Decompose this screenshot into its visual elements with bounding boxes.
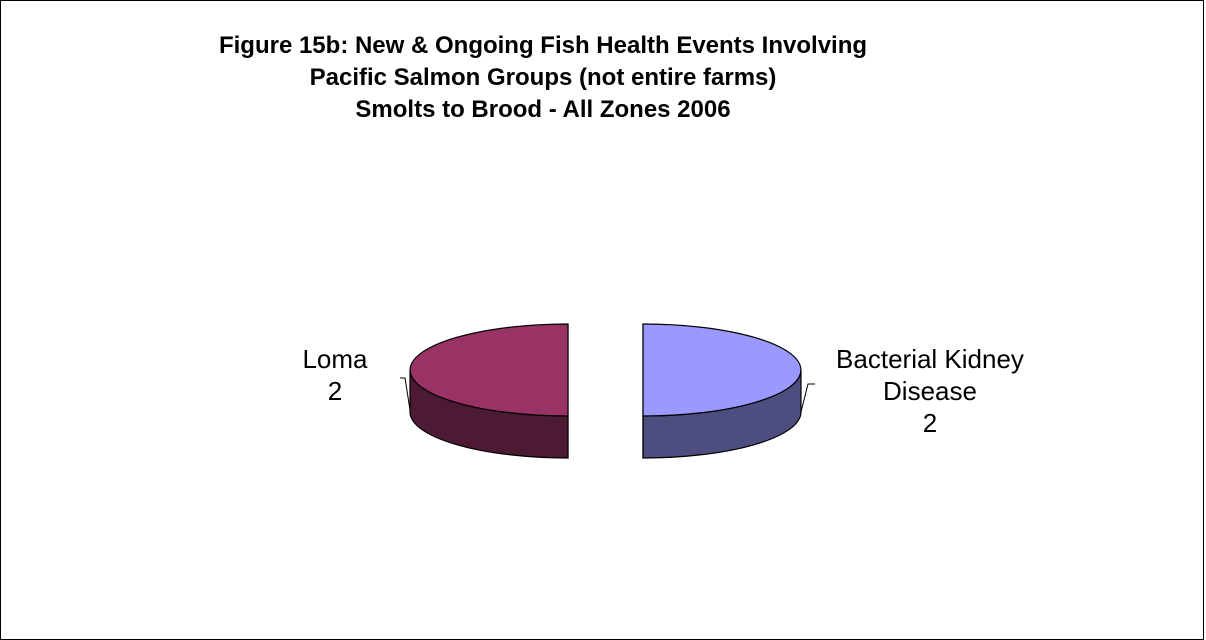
- pie-label-loma-line-2: 2: [328, 376, 342, 406]
- leader-lines: [400, 377, 815, 413]
- pie-slices: [409, 323, 802, 459]
- chart-title-line-1: Figure 15b: New & Ongoing Fish Health Ev…: [218, 32, 868, 59]
- pie-slice-top-loma: [409, 323, 569, 417]
- pie-slice-top-bacterial-kidney-disease: [642, 323, 802, 417]
- pie-label-bacterial-kidney-disease-line-3: 2: [923, 408, 937, 438]
- pie-slice-loma: [409, 323, 569, 459]
- chart-title-line-2: Pacific Salmon Groups (not entire farms): [309, 64, 777, 91]
- pie-slice-bacterial-kidney-disease: [642, 323, 802, 459]
- leader-line-bacterial-kidney-disease: [800, 383, 815, 413]
- pie-label-bacterial-kidney-disease-line-1: Bacterial Kidney: [836, 344, 1024, 374]
- pie-label-bacterial-kidney-disease-line-2: Disease: [883, 376, 977, 406]
- pie-label-loma-line-1: Loma: [302, 344, 368, 374]
- chart-title-line-3: Smolts to Brood - All Zones 2006: [355, 96, 731, 123]
- leader-line-loma: [400, 377, 411, 411]
- chart-title: Figure 15b: New & Ongoing Fish Health Ev…: [0, 30, 1086, 126]
